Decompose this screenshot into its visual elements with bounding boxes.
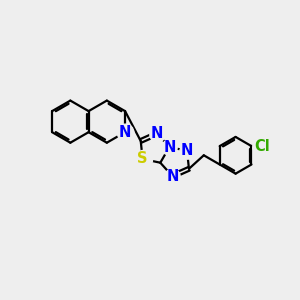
- Text: N: N: [151, 126, 164, 141]
- Text: N: N: [163, 140, 176, 154]
- Text: S: S: [137, 152, 148, 166]
- Text: N: N: [166, 169, 178, 184]
- Text: Cl: Cl: [254, 139, 270, 154]
- Text: N: N: [181, 143, 193, 158]
- Text: N: N: [119, 125, 131, 140]
